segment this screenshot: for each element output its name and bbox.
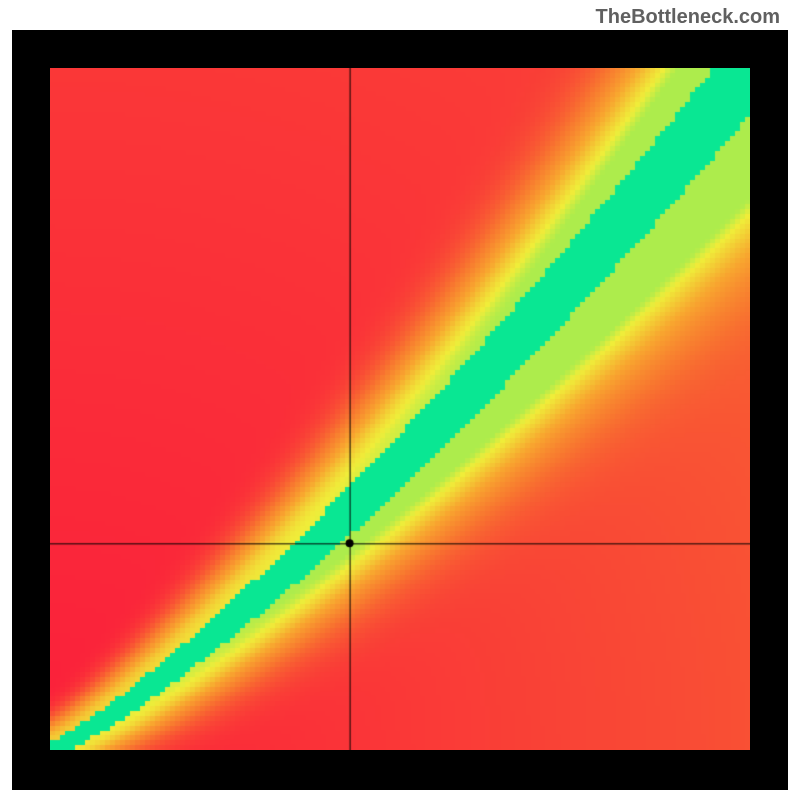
chart-frame xyxy=(12,30,788,790)
watermark-text: TheBottleneck.com xyxy=(596,6,780,29)
heatmap-plot xyxy=(50,68,750,750)
